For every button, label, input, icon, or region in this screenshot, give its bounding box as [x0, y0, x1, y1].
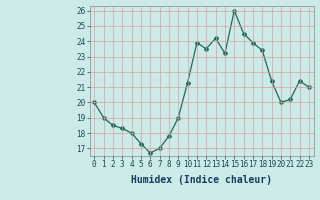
X-axis label: Humidex (Indice chaleur): Humidex (Indice chaleur) — [131, 175, 272, 185]
